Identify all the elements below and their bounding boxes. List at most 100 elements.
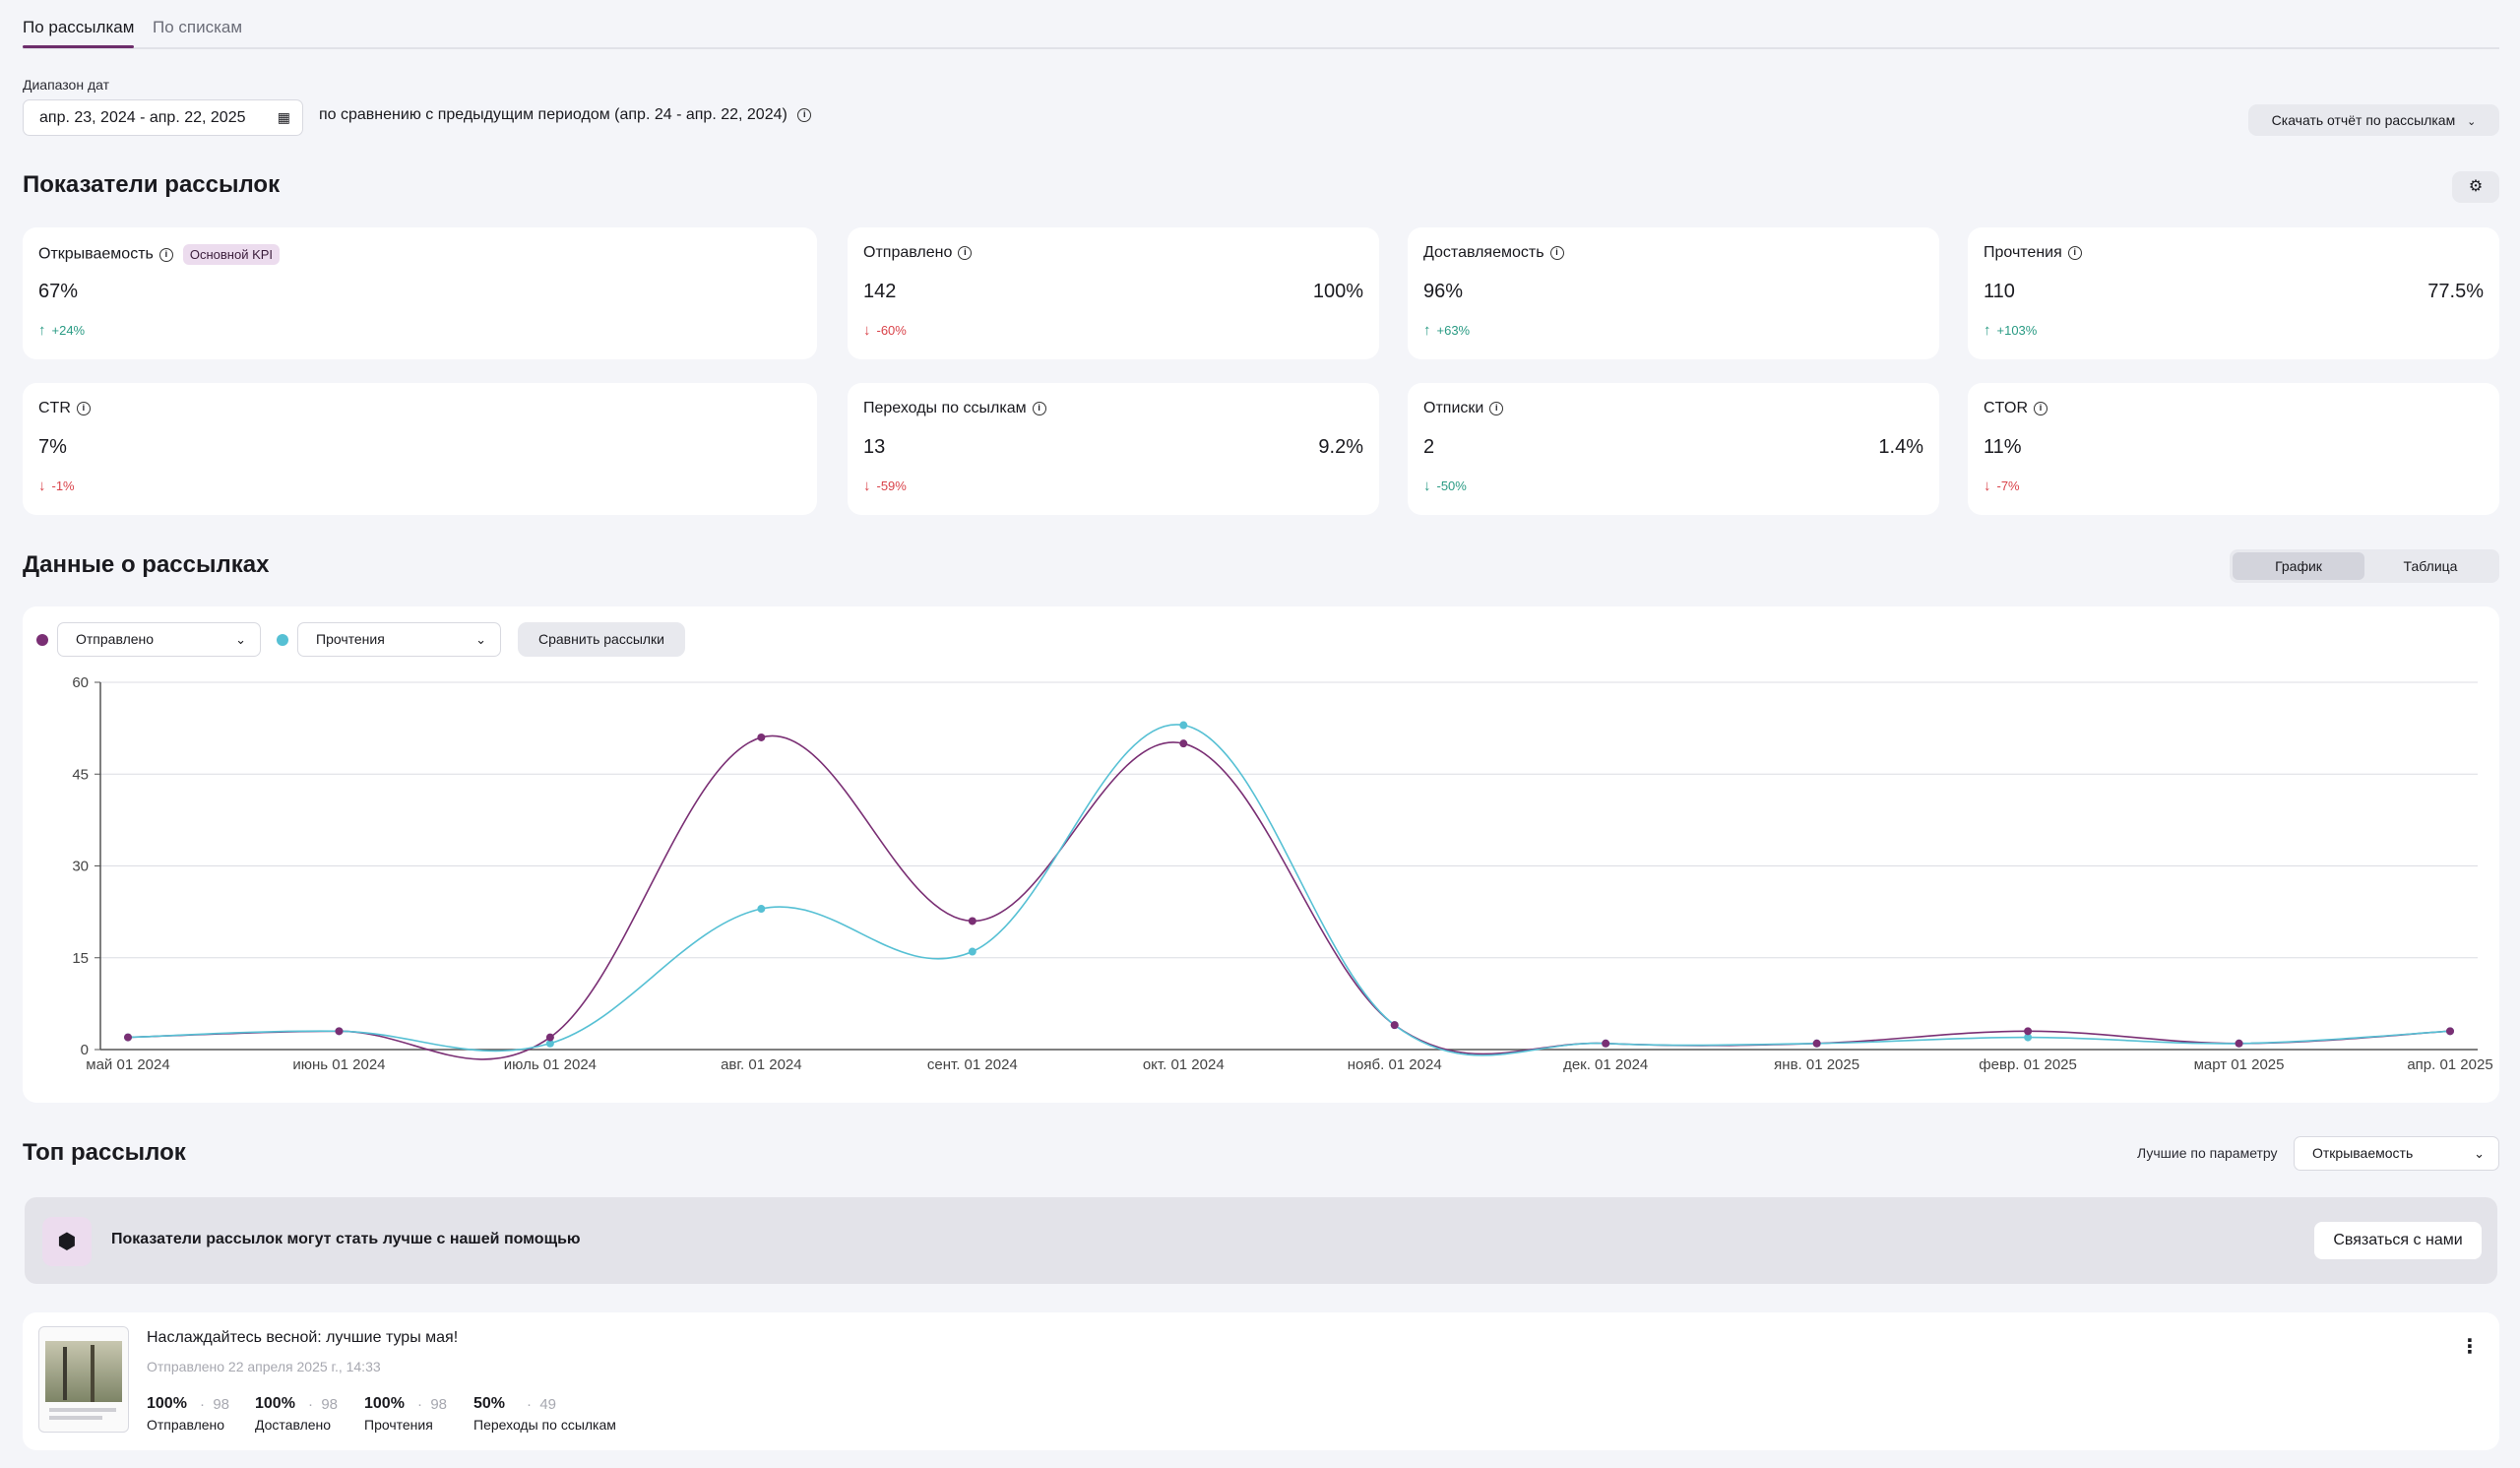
- data-point: [2446, 1027, 2454, 1036]
- data-point: [545, 1039, 554, 1048]
- data-point: [1602, 1039, 1610, 1048]
- data-point: [2024, 1027, 2033, 1036]
- view-chart-button[interactable]: График: [2233, 552, 2364, 580]
- chevron-down-icon: ⌄: [235, 632, 246, 647]
- x-tick-label: июль 01 2024: [504, 1056, 597, 1073]
- date-range-input[interactable]: апр. 23, 2024 - апр. 22, 2025 ▦: [23, 99, 303, 136]
- stat-count: · 98: [417, 1396, 448, 1413]
- series-2-select-value: Прочтения: [316, 631, 385, 647]
- metric-title: Отправлено i: [863, 244, 973, 262]
- metric-card: CTR i 7% ↓ -1%: [23, 383, 817, 515]
- series-1-select-value: Отправлено: [76, 631, 155, 647]
- tab-by-lists[interactable]: По спискам: [153, 18, 243, 36]
- metric-delta: ↓ -7%: [1984, 478, 2020, 494]
- active-tab-indicator: [23, 45, 134, 48]
- metric-value: 2: [1423, 436, 1435, 458]
- data-point: [1179, 721, 1188, 730]
- y-tick-label: 15: [72, 950, 89, 967]
- tab-by-mailings[interactable]: По рассылкам: [23, 18, 135, 36]
- metric-title: Доставляемость i: [1423, 244, 1564, 262]
- metric-title: Открываемость i Основной KPI: [38, 244, 281, 265]
- stat-label: Доставлено: [255, 1417, 332, 1433]
- line-chart: 0 15 30 45 60 май 01 2024 июнь 01 2024 июль 01 …: [72, 674, 2492, 1073]
- data-point: [757, 733, 766, 741]
- date-range-value: апр. 23, 2024 - апр. 22, 2025: [39, 109, 246, 126]
- metric-percent: 100%: [1312, 281, 1363, 302]
- metric-title: CTOR i: [1984, 400, 2048, 417]
- info-icon[interactable]: i: [958, 245, 973, 260]
- data-point: [545, 1033, 554, 1042]
- mailing-title[interactable]: Наслаждайтесь весной: лучшие туры мая!: [147, 1329, 459, 1346]
- series-2-select[interactable]: Прочтения ⌄: [297, 622, 501, 657]
- info-icon[interactable]: i: [1489, 401, 1504, 415]
- date-range-label: Диапазон дат: [23, 77, 110, 93]
- arrow-down-icon: ↓: [863, 478, 871, 494]
- view-table-button[interactable]: Таблица: [2403, 558, 2458, 574]
- data-section-title: Данные о рассылках: [23, 551, 270, 578]
- contact-us-button[interactable]: Связаться с нами: [2314, 1222, 2482, 1259]
- best-by-select-value: Открываемость: [2312, 1145, 2414, 1161]
- metric-delta: ↑ +103%: [1984, 322, 2038, 339]
- series-1-select[interactable]: Отправлено ⌄: [57, 622, 261, 657]
- mailing-thumbnail[interactable]: [38, 1326, 129, 1433]
- metric-delta: ↓ -1%: [38, 478, 75, 494]
- info-icon[interactable]: i: [2067, 245, 2082, 260]
- x-tick-label: март 01 2025: [2194, 1056, 2285, 1073]
- stat-count: · 49: [527, 1396, 557, 1413]
- metric-title: CTR i: [38, 400, 91, 417]
- best-by-label: Лучшие по параметру: [2137, 1145, 2278, 1161]
- arrow-down-icon: ↓: [863, 322, 871, 339]
- series-2-color-dot: [277, 634, 288, 646]
- more-options-icon[interactable]: ⋮: [2460, 1336, 2480, 1358]
- stat-label: Отправлено: [147, 1417, 225, 1433]
- info-icon[interactable]: i: [797, 107, 812, 122]
- arrow-down-icon: ↓: [1984, 478, 1991, 494]
- download-report-button[interactable]: Скачать отчёт по рассылкам ⌄: [2248, 104, 2499, 136]
- metric-card: CTOR i 11% ↓ -7%: [1968, 383, 2499, 515]
- promo-banner: ⬢ Показатели рассылок могут стать лучше …: [25, 1197, 2497, 1284]
- y-tick-label: 60: [72, 674, 89, 691]
- stat-label: Прочтения: [364, 1417, 433, 1433]
- data-point: [1390, 1021, 1399, 1030]
- view-toggle: График Таблица: [2230, 549, 2499, 583]
- best-by-select[interactable]: Открываемость ⌄: [2294, 1136, 2499, 1171]
- metric-percent: 9.2%: [1318, 436, 1363, 458]
- x-tick-label: февр. 01 2025: [1979, 1056, 2077, 1073]
- mailing-card[interactable]: Наслаждайтесь весной: лучшие туры мая! О…: [23, 1312, 2499, 1450]
- metric-card: Переходы по ссылкам i 13 9.2% ↓ -59%: [848, 383, 1379, 515]
- info-icon[interactable]: i: [2034, 401, 2048, 415]
- metric-value: 110: [1984, 281, 2015, 302]
- metric-card: Прочтения i 110 77.5% ↑ +103%: [1968, 227, 2499, 359]
- info-icon[interactable]: i: [76, 401, 91, 415]
- data-point: [968, 947, 976, 956]
- x-tick-label: сент. 01 2024: [927, 1056, 1018, 1073]
- arrow-up-icon: ↑: [1984, 322, 1991, 339]
- chevron-down-icon: ⌄: [2467, 116, 2477, 128]
- metric-percent: 77.5%: [2427, 281, 2484, 302]
- metric-value: 67%: [38, 281, 79, 302]
- gear-icon[interactable]: ⚙: [2452, 171, 2499, 203]
- data-point: [335, 1027, 344, 1036]
- series-line-1: [127, 734, 2451, 1060]
- metric-percent: 1.4%: [1878, 436, 1923, 458]
- stat-count: · 98: [308, 1396, 339, 1413]
- metric-value: 96%: [1423, 281, 1464, 302]
- x-tick-label: окт. 01 2024: [1143, 1056, 1225, 1073]
- stat-count: · 98: [200, 1396, 230, 1413]
- mailing-sent-at: Отправлено 22 апреля 2025 г., 14:33: [147, 1359, 381, 1374]
- metric-delta: ↓ -50%: [1423, 478, 1467, 494]
- stat-value: 50%: [473, 1395, 506, 1412]
- stat-value: 100%: [147, 1395, 187, 1412]
- top-section-title: Топ рассылок: [23, 1139, 186, 1166]
- info-icon[interactable]: i: [1549, 245, 1564, 260]
- stat-label: Переходы по ссылкам: [473, 1417, 616, 1433]
- stat-value: 100%: [364, 1395, 405, 1412]
- stat-value: 100%: [255, 1395, 295, 1412]
- info-icon[interactable]: i: [1032, 401, 1046, 415]
- calendar-icon: ▦: [277, 109, 290, 125]
- info-icon[interactable]: i: [158, 247, 173, 262]
- arrow-up-icon: ↑: [1423, 322, 1431, 339]
- x-tick-label: дек. 01 2024: [1563, 1056, 1648, 1073]
- x-tick-label: апр. 01 2025: [2407, 1056, 2492, 1073]
- compare-mailings-button[interactable]: Сравнить рассылки: [518, 622, 685, 657]
